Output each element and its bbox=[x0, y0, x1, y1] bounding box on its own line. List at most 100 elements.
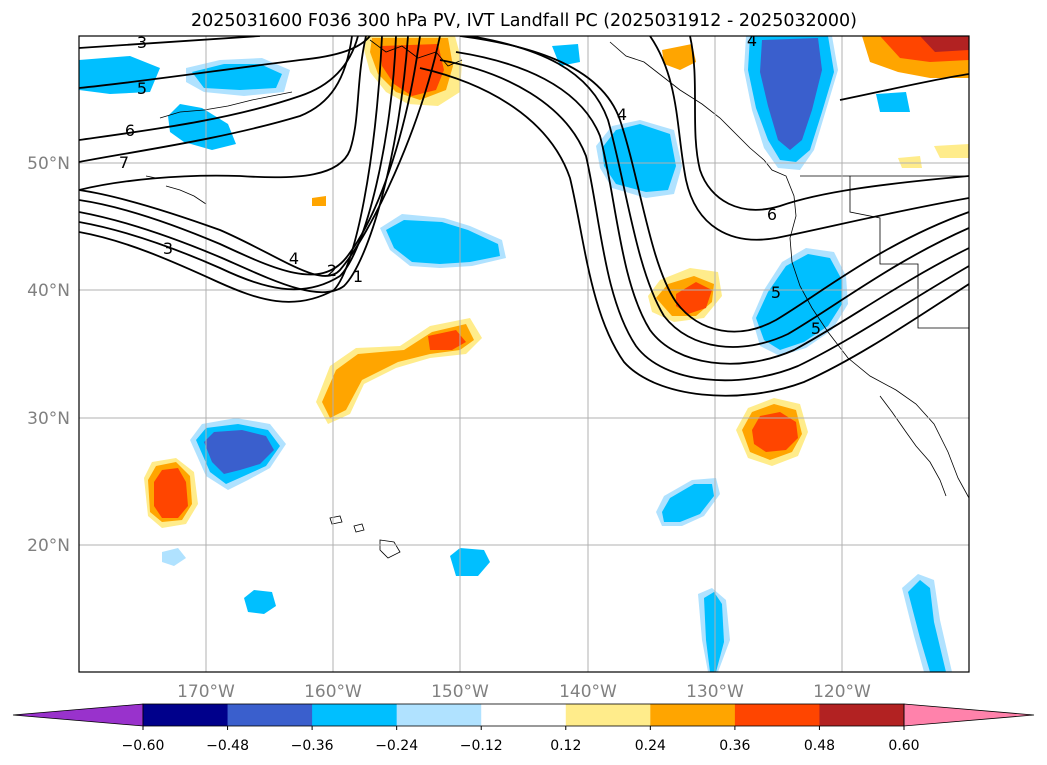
colorbar-boxes bbox=[12, 703, 1035, 727]
colorbar-tick-label: −0.36 bbox=[291, 738, 334, 754]
neg-anomaly-tropical-strip-1-core bbox=[704, 592, 724, 672]
pv-contour-ridge bbox=[689, 36, 969, 211]
pv-contour-north-1 bbox=[79, 36, 261, 49]
pos-anomaly-west-subtropics-max bbox=[154, 468, 188, 518]
aleutians bbox=[159, 91, 293, 119]
contour-label: 4 bbox=[289, 249, 299, 268]
contour-label: 3 bbox=[163, 239, 173, 258]
contour-label: 5 bbox=[771, 283, 781, 302]
pos-anomaly-central-subtropics-max bbox=[752, 412, 798, 452]
colorbar-tick-label: 0.36 bbox=[719, 738, 750, 754]
colorbar-tick-label: −0.12 bbox=[460, 738, 503, 754]
colorbar-box bbox=[734, 704, 820, 726]
se-alaska-coast bbox=[609, 41, 765, 161]
colorbar-box bbox=[481, 704, 567, 726]
pos-anomaly-midlat-small2 bbox=[898, 156, 922, 168]
colorbar-box bbox=[565, 704, 651, 726]
contour-label: 4 bbox=[747, 31, 757, 50]
coastlines bbox=[145, 39, 969, 559]
neg-anomaly-west-central-max bbox=[204, 430, 274, 474]
colorbar-box bbox=[227, 704, 313, 726]
y-tick-label: 50°N bbox=[27, 154, 70, 174]
pv-contour-ne bbox=[839, 73, 969, 101]
contour-label: 2 bbox=[327, 261, 337, 280]
neg-anomaly-small-dots bbox=[162, 548, 186, 566]
colorbar-extend-high bbox=[903, 703, 1035, 727]
pv-contour-trough-5 bbox=[419, 67, 969, 397]
colorbar-tick-label: 0.60 bbox=[888, 738, 919, 754]
y-axis-ticks: 20°N 30°N 40°N 50°N bbox=[27, 154, 70, 556]
y-tick-label: 30°N bbox=[27, 409, 70, 429]
y-tick-label: 40°N bbox=[27, 281, 70, 301]
state-lines bbox=[849, 176, 969, 329]
pv-contour-north-4 bbox=[79, 36, 353, 163]
pos-anomaly-tiny bbox=[312, 196, 326, 206]
contour-label: 5 bbox=[137, 79, 147, 98]
neg-anomaly-tropical-strip-2-core bbox=[908, 580, 946, 672]
pos-anomaly-northeast-max bbox=[920, 36, 969, 52]
alaska-coast bbox=[369, 39, 463, 67]
contour-label: 1 bbox=[353, 267, 363, 286]
colorbar-tick-label: 0.24 bbox=[635, 738, 666, 754]
pv-contour-trough-4 bbox=[439, 59, 969, 382]
colorbar-tick-label: 0.48 bbox=[804, 738, 835, 754]
pv-contour-4 bbox=[79, 36, 397, 291]
hawaii bbox=[329, 515, 401, 559]
pos-anomaly-midlat-small bbox=[934, 144, 969, 158]
x-tick-label: 120°W bbox=[813, 682, 871, 702]
neg-anomaly-subtropical-east-core bbox=[662, 484, 714, 522]
colorbar-box bbox=[143, 704, 229, 726]
contour-label: 7 bbox=[119, 153, 129, 172]
x-tick-label: 130°W bbox=[686, 682, 744, 702]
colorbar-tick-label: −0.60 bbox=[122, 738, 165, 754]
neg-anomaly-subtropical-west bbox=[244, 590, 276, 614]
pv-contour-trough-2 bbox=[469, 36, 969, 348]
x-tick-label: 160°W bbox=[304, 682, 362, 702]
contour-label: 4 bbox=[617, 105, 627, 124]
colorbar-box bbox=[396, 704, 482, 726]
contour-label: 6 bbox=[125, 121, 135, 140]
contour-labels: 3 5 6 7 3 4 2 1 4 6 5 5 4 bbox=[119, 31, 821, 338]
colorbar-extend-low bbox=[12, 703, 144, 727]
colorbar-box bbox=[312, 704, 398, 726]
pos-anomaly-subtropical-band-max bbox=[428, 330, 466, 350]
colorbar-tick-label: −0.48 bbox=[206, 738, 249, 754]
neg-anomaly-california-core bbox=[756, 254, 842, 350]
colorbar-tick-label: 0.12 bbox=[550, 738, 581, 754]
pv-contour-north-3 bbox=[79, 36, 359, 141]
baja-coast bbox=[879, 395, 947, 497]
neg-anomaly-pacific-northwest-max bbox=[760, 38, 822, 150]
neg-anomaly-northwest-band bbox=[79, 56, 160, 94]
contour-label: 5 bbox=[811, 319, 821, 338]
map-layer: 3 5 6 7 3 4 2 1 4 6 5 5 4 bbox=[79, 31, 969, 672]
pv-contour-2 bbox=[79, 36, 421, 276]
map-frame bbox=[78, 35, 970, 673]
y-tick-label: 20°N bbox=[27, 536, 70, 556]
pv-contour-trough-1 bbox=[459, 36, 969, 333]
pv-contour-ridge-2 bbox=[649, 36, 969, 241]
colorbar-box bbox=[650, 704, 736, 726]
pv-contour-6 bbox=[79, 36, 367, 191]
contour-label: 3 bbox=[137, 33, 147, 52]
pos-anomaly-canada-small bbox=[662, 44, 696, 70]
pv-contour-3 bbox=[79, 36, 409, 294]
neg-anomaly-central-north-pacific-core bbox=[386, 220, 500, 264]
pv-contour-trough-3 bbox=[455, 51, 969, 365]
neg-anomaly-small-east bbox=[876, 92, 910, 112]
colorbar-tick-label: −0.24 bbox=[375, 738, 418, 754]
x-tick-label: 170°W bbox=[177, 682, 235, 702]
chart-title: 2025031600 F036 300 hPa PV, IVT Landfall… bbox=[191, 11, 857, 31]
x-tick-label: 150°W bbox=[431, 682, 489, 702]
colorbar: −0.60 −0.48 −0.36 −0.24 −0.12 0.12 0.24 0.36 0.4… bbox=[12, 703, 1035, 754]
anomaly-shading bbox=[79, 36, 969, 672]
colorbar-ticks: −0.60 −0.48 −0.36 −0.24 −0.12 0.12 0.24 0.36 0.4… bbox=[122, 726, 920, 754]
x-axis-ticks: 170°W 160°W 150°W 140°W 130°W 120°W bbox=[177, 682, 871, 702]
pv-contour-north-2 bbox=[79, 36, 371, 89]
colorbar-outline bbox=[142, 703, 905, 727]
bc-coast bbox=[763, 159, 969, 499]
graticule bbox=[79, 36, 969, 672]
pv-contour-5 bbox=[79, 36, 383, 303]
colorbar-box bbox=[819, 704, 905, 726]
